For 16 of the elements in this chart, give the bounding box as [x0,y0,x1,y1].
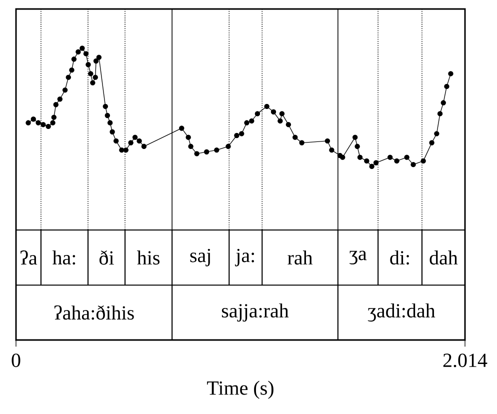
x-tick-label: 2.014 [443,354,488,368]
text: saj [190,248,210,266]
text: ði [99,250,114,265]
text: sajja:rah [222,303,289,322]
x-tick-label: 0 [12,354,20,368]
text: ʒadi:dah [368,303,436,322]
x-axis-title: Time (s) [207,380,274,399]
text: di: [390,250,409,265]
text: ʔa [20,250,38,265]
text: ja: [235,248,254,266]
text: dah [430,250,458,265]
text: ʒa [349,250,367,264]
text: ʔaha:ðihis [54,305,134,320]
text: rah [288,250,313,265]
text: his [137,250,160,265]
text: ha: [52,250,76,265]
